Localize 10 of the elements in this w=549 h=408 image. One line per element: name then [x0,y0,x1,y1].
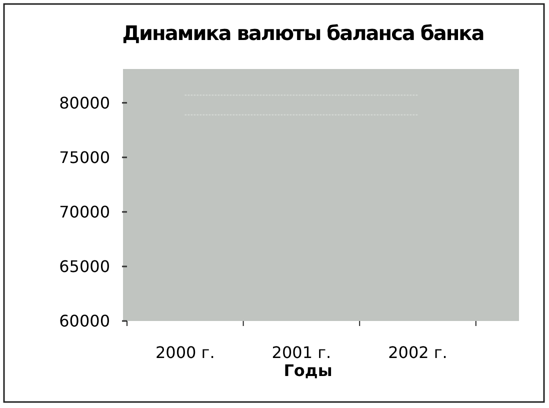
x-tick-label: 2002 г. [388,343,448,362]
x-tick-label: 2001 г. [272,343,332,362]
y-tick-label: 70000 [59,202,110,222]
y-tick-label: 60000 [59,312,110,331]
y-tick-label: 65000 [59,257,110,276]
x-tick-label: 2000 г. [156,343,215,362]
y-tick-label: 80000 [59,93,110,112]
y-tick-label: 75000 [59,148,110,167]
chart-title: Динамика валюты баланса банка [122,21,484,45]
x-axis-title: Годы [284,361,332,380]
